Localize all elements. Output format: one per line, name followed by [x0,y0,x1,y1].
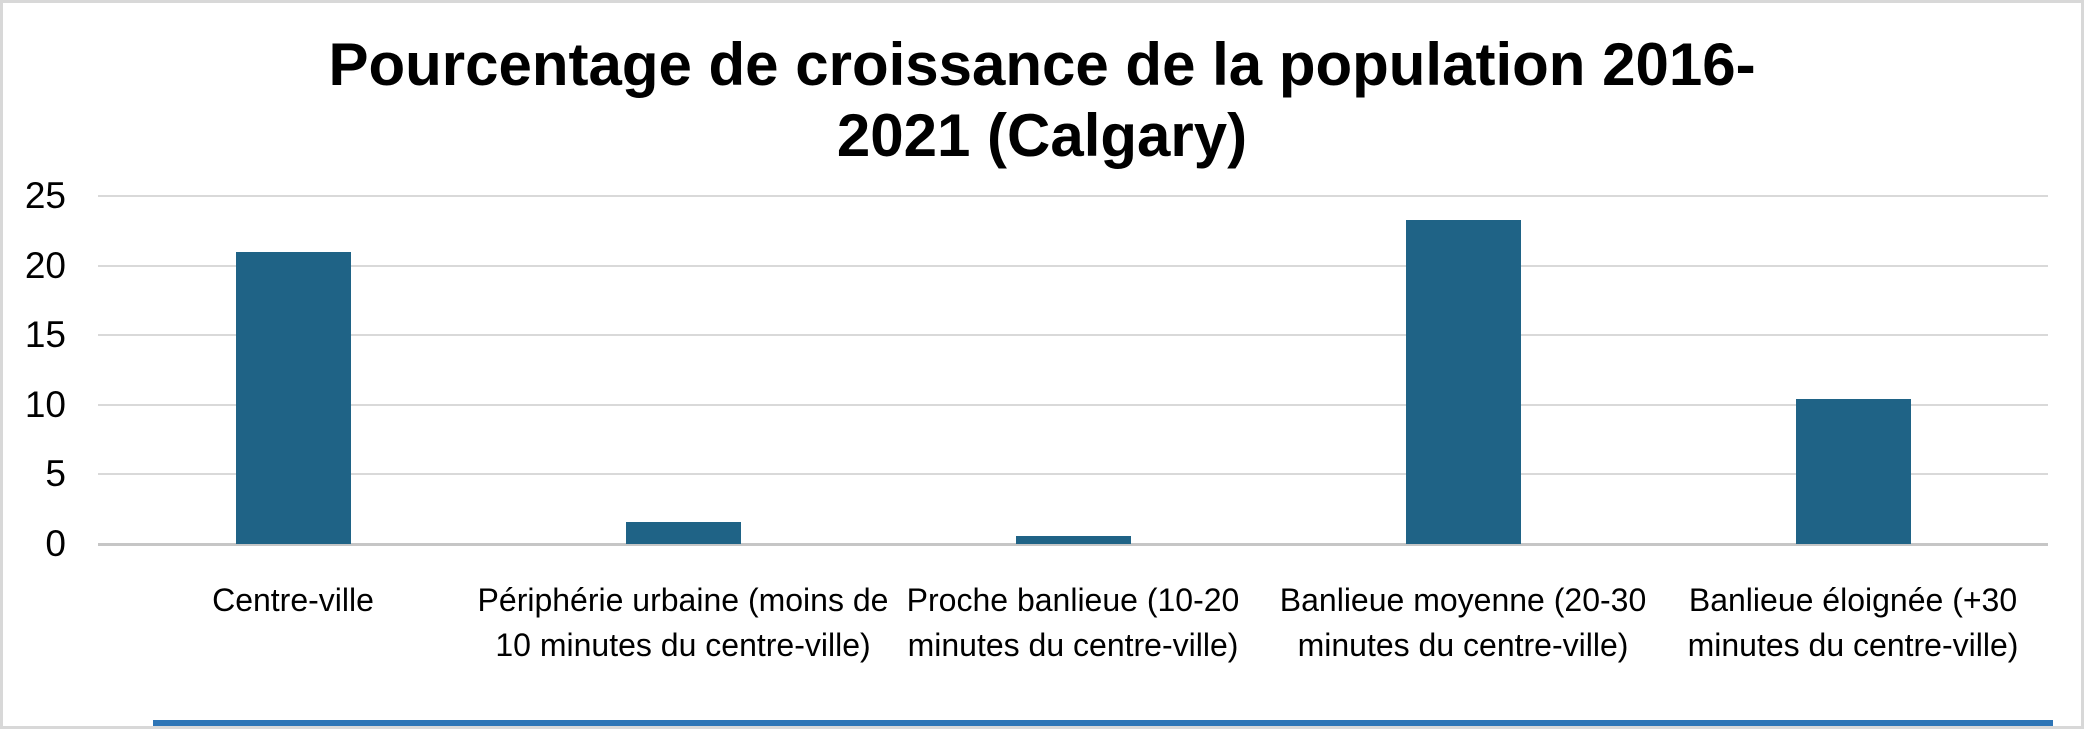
x-axis-baseline [98,543,2048,546]
gridline [98,264,2048,267]
y-tick-label: 0 [45,523,66,564]
bar [1405,219,1521,544]
bar [625,521,741,544]
chart-title-line-1: Pourcentage de croissance de la populati… [328,31,1756,98]
y-tick-label: 5 [45,453,66,495]
y-tick-label: 10 [24,383,66,425]
bottom-edge-blue-strip [153,720,2053,726]
gridline [98,403,2048,406]
chart-title-line-2: 2021 (Calgary) [836,102,1248,169]
bar [1015,535,1131,544]
x-category-label: Périphérie urbaine (moins de 10 minutes … [477,582,889,663]
x-category-label: Centre-ville [212,582,374,618]
gridline [98,195,2048,197]
x-category-label: Banlieue moyenne (20-30 minutes du centr… [1279,582,1647,663]
bar [1795,399,1911,544]
x-category-label: Proche banlieue (10-20 minutes du centre… [906,582,1240,663]
chart-title: Pourcentage de croissance de la populati… [3,29,2081,171]
plot-area: 0 5 10 15 20 25 Centre-ville Périphérie urbain… [25,175,2048,663]
y-tick-label: 15 [24,314,66,356]
gridline [98,473,2048,476]
gridline [98,334,2048,337]
x-category-label: Banlieue éloignée (+30 minutes du centre… [1687,582,2019,663]
y-tick-label: 25 [24,175,66,216]
bar [235,251,351,544]
y-tick-label: 20 [24,244,66,286]
